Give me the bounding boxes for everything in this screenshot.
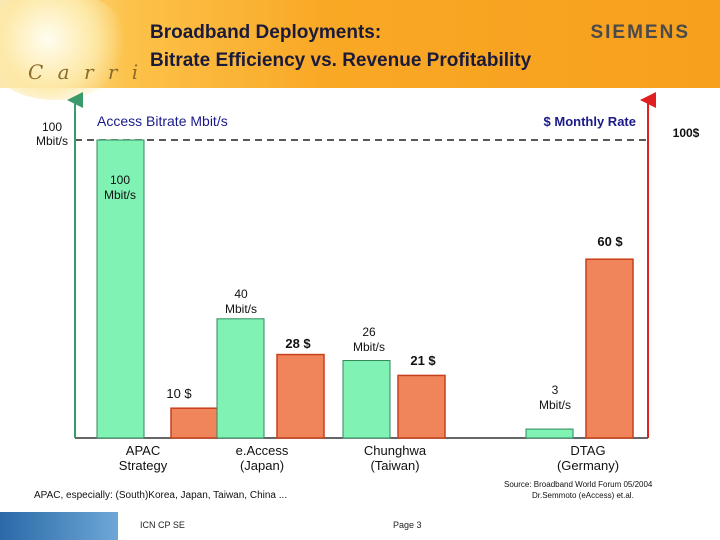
bitrate-data-label: 26 Mbit/s bbox=[353, 325, 385, 354]
category-label: DTAG (Germany) bbox=[557, 443, 619, 473]
category-label: Chunghwa (Taiwan) bbox=[364, 443, 427, 473]
slide-title-line2: Bitrate Efficiency vs. Revenue Profitabi… bbox=[150, 50, 532, 71]
bitrate-bar bbox=[96, 139, 145, 439]
right-axis-label: $ Monthly Rate bbox=[544, 114, 636, 129]
category-label: e.Access (Japan) bbox=[236, 443, 289, 473]
slide-title-line1: Broadband Deployments: bbox=[150, 22, 382, 43]
brand-logo: SIEMENS bbox=[590, 22, 690, 43]
bitrate-data-label: 100 Mbit/s bbox=[104, 173, 136, 202]
page-number: Page 3 bbox=[393, 520, 422, 530]
footer bbox=[0, 512, 720, 540]
logo-text: C a r r i bbox=[28, 60, 143, 84]
footer-accent bbox=[0, 512, 118, 540]
rate-data-label: 28 $ bbox=[285, 336, 311, 351]
rate-data-label: 21 $ bbox=[410, 353, 436, 368]
bar-chart: Access Bitrate Mbit/s $ Monthly Rate 100 Mb… bbox=[36, 92, 700, 473]
left-axis-max-label: 100 Mbit/s bbox=[36, 120, 68, 148]
bitrate-bar bbox=[216, 318, 265, 439]
monthly-rate-bar bbox=[276, 353, 325, 439]
source-line1: Source: Broadband World Forum 05/2004 bbox=[504, 480, 653, 489]
bitrate-data-label: 3 Mbit/s bbox=[539, 383, 571, 412]
source-line2: Dr.Semmoto (eAccess) et.al. bbox=[532, 491, 634, 500]
rate-data-label: 10 $ bbox=[166, 386, 192, 401]
footer-left-text: ICN CP SE bbox=[140, 520, 185, 530]
monthly-rate-bar bbox=[170, 407, 219, 439]
monthly-rate-bar bbox=[585, 258, 634, 439]
rate-data-label: 60 $ bbox=[597, 234, 623, 249]
bitrate-bar bbox=[342, 360, 391, 439]
slide-header: C a r r i Broadband Deployments: Bitrate… bbox=[0, 0, 720, 100]
regions-note: APAC, especially: (South)Korea, Japan, T… bbox=[34, 490, 288, 501]
left-axis-label: Access Bitrate Mbit/s bbox=[97, 113, 228, 129]
bitrate-bar bbox=[525, 428, 574, 439]
right-axis-max-label: 100$ bbox=[673, 126, 700, 140]
bitrate-data-label: 40 Mbit/s bbox=[225, 287, 257, 316]
monthly-rate-bar bbox=[397, 374, 446, 439]
logo-graphic bbox=[0, 0, 130, 100]
category-label: APAC Strategy bbox=[119, 443, 168, 473]
